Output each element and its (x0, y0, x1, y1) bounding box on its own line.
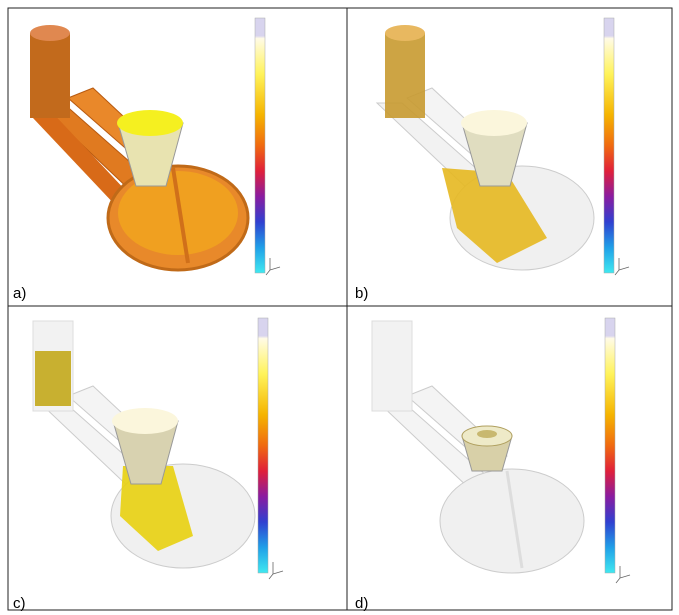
panel: a) (13, 18, 280, 302)
figure: a) b) c) (0, 0, 679, 615)
panel: d) (355, 318, 630, 612)
panel-label: b) (355, 285, 368, 302)
panel: c) (13, 318, 283, 612)
panel-label: d) (355, 595, 368, 612)
panel: b) (355, 18, 629, 302)
panel-label: c) (13, 595, 26, 612)
panel-label: a) (13, 285, 26, 302)
